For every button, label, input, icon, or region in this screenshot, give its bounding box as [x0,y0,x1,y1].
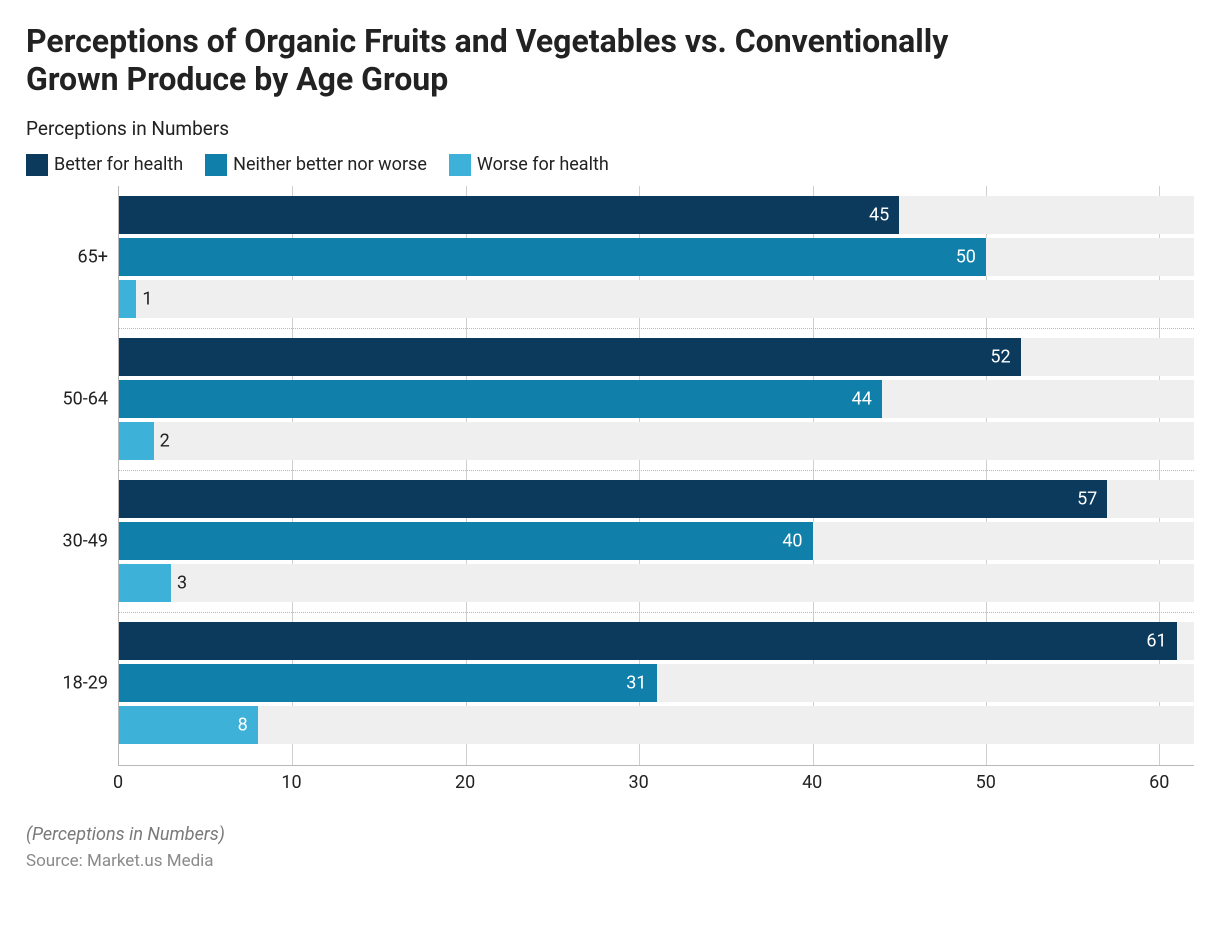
bar-value-label: 3 [177,572,187,593]
bar [119,422,154,460]
legend-swatch [26,154,48,176]
bar [119,480,1107,518]
bar-track: 8 [119,706,1194,744]
y-axis-category-label: 50-64 [63,388,108,409]
bar-value-label: 44 [852,388,872,409]
chart-title: Perceptions of Organic Fruits and Vegeta… [26,22,1046,99]
page-root: Perceptions of Organic Fruits and Vegeta… [0,0,1220,940]
bar [119,338,1021,376]
y-axis-category-label: 18-29 [63,672,108,693]
legend: Better for health Neither better nor wor… [26,154,1194,176]
x-axis-tick-label: 30 [629,772,649,793]
bar-track: 2 [119,422,1194,460]
bar-value-label: 52 [990,346,1010,367]
bar [119,196,899,234]
bar [119,380,882,418]
legend-item: Neither better nor worse [205,154,427,176]
legend-label: Worse for health [477,154,609,175]
bar-track: 44 [119,380,1194,418]
bar-value-label: 61 [1146,630,1166,651]
group-separator [119,470,1194,471]
bar [119,622,1177,660]
bar [119,280,136,318]
legend-label: Neither better nor worse [233,154,427,175]
group-separator [119,328,1194,329]
bar-value-label: 45 [869,204,889,225]
bar-track: 61 [119,622,1194,660]
bar-value-label: 50 [956,246,976,267]
chart-subtitle: Perceptions in Numbers [26,117,1194,140]
bar-track: 40 [119,522,1194,560]
bar-track: 50 [119,238,1194,276]
bar-value-label: 2 [160,430,170,451]
x-axis-tick-label: 60 [1149,772,1169,793]
y-axis-category-label: 30-49 [63,530,108,551]
bar-value-label: 57 [1077,488,1097,509]
x-axis-tick-label: 50 [976,772,996,793]
source-line: Source: Market.us Media [26,851,1194,871]
bar-track: 45 [119,196,1194,234]
bar [119,664,657,702]
x-axis-ticks: 0102030405060 [118,766,1194,794]
chart-area: 65+ 50-64 30-49 18-29 45 50 1 52 44 2 57 40 3 61 31 8 [26,186,1194,766]
bar [119,564,171,602]
legend-item: Better for health [26,154,183,176]
x-axis-tick-label: 20 [455,772,475,793]
bar-track: 31 [119,664,1194,702]
x-axis-tick-label: 40 [802,772,822,793]
group-separator [119,612,1194,613]
legend-swatch [205,154,227,176]
bar-track: 52 [119,338,1194,376]
bar [119,522,813,560]
y-axis-labels: 65+ 50-64 30-49 18-29 [26,186,118,766]
footnote: (Perceptions in Numbers) [26,824,1194,845]
bar-track: 57 [119,480,1194,518]
legend-label: Better for health [54,154,183,175]
bar-value-label: 40 [782,530,802,551]
bar-value-label: 1 [142,288,152,309]
legend-item: Worse for health [449,154,609,176]
y-axis-category-label: 65+ [78,246,108,267]
x-axis-tick-label: 10 [281,772,301,793]
legend-swatch [449,154,471,176]
x-axis-tick-label: 0 [113,772,123,793]
bar-track: 3 [119,564,1194,602]
bar-value-label: 31 [626,672,646,693]
bar-value-label: 8 [238,714,248,735]
plot-area: 45 50 1 52 44 2 57 40 3 61 31 8 [118,186,1194,766]
bar [119,238,986,276]
bar-track: 1 [119,280,1194,318]
